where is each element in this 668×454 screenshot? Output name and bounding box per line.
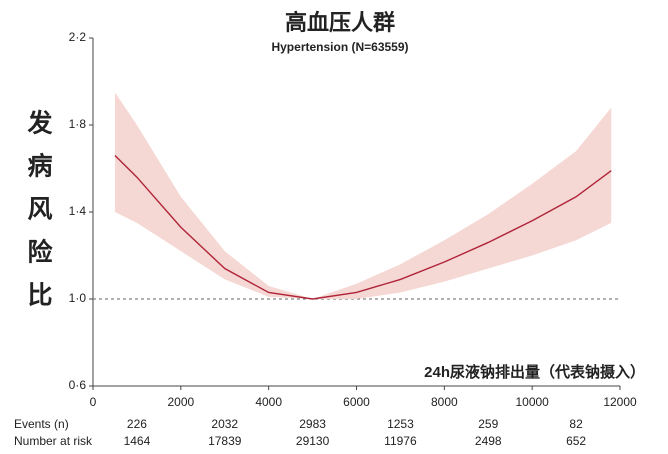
x-tick-label: 4000 — [255, 395, 282, 409]
x-tick-label: 8000 — [431, 395, 458, 409]
risk-value: 226 — [127, 417, 147, 431]
risk-row-label: Events (n) — [14, 417, 69, 431]
confidence-band — [114, 92, 612, 299]
risk-value: 652 — [566, 434, 586, 448]
y-tick-label: 0·6 — [69, 378, 87, 392]
y-tick-label: 1·4 — [69, 204, 87, 218]
x-tick-label: 0 — [90, 395, 97, 409]
risk-value: 1253 — [387, 417, 414, 431]
y-tick-label: 1·0 — [69, 291, 87, 305]
y-axis-label: 病 — [27, 152, 52, 181]
chart-subtitle: Hypertension (N=63559) — [271, 40, 408, 54]
risk-value: 1464 — [124, 434, 151, 448]
risk-value: 2498 — [475, 434, 502, 448]
line — [114, 154, 612, 300]
y-axis-label: 险 — [27, 238, 53, 267]
y-tick-label: 2·2 — [69, 30, 87, 44]
y-axis-label: 风 — [27, 196, 52, 224]
y-axis-label: 比 — [27, 282, 52, 310]
x-tick-label: 2000 — [167, 395, 194, 409]
risk-value: 11976 — [384, 434, 417, 448]
risk-value: 82 — [569, 417, 583, 431]
chart-title: 高血压人群 — [285, 10, 395, 35]
y-axis-label: 发 — [26, 109, 52, 138]
risk-value: 2983 — [299, 417, 326, 431]
risk-value: 259 — [478, 417, 498, 431]
risk-value: 29130 — [296, 434, 330, 448]
risk-row-label: Number at risk — [14, 434, 93, 448]
risk-value: 2032 — [211, 417, 238, 431]
risk-value: 17839 — [208, 434, 242, 448]
y-tick-label: 1·8 — [69, 117, 87, 131]
x-tick-label: 10000 — [515, 395, 549, 409]
x-tick-label: 6000 — [343, 395, 370, 409]
x-axis-label: 24h尿液钠排出量（代表钠摄入） — [424, 363, 645, 381]
x-tick-label: 12000 — [603, 395, 637, 409]
